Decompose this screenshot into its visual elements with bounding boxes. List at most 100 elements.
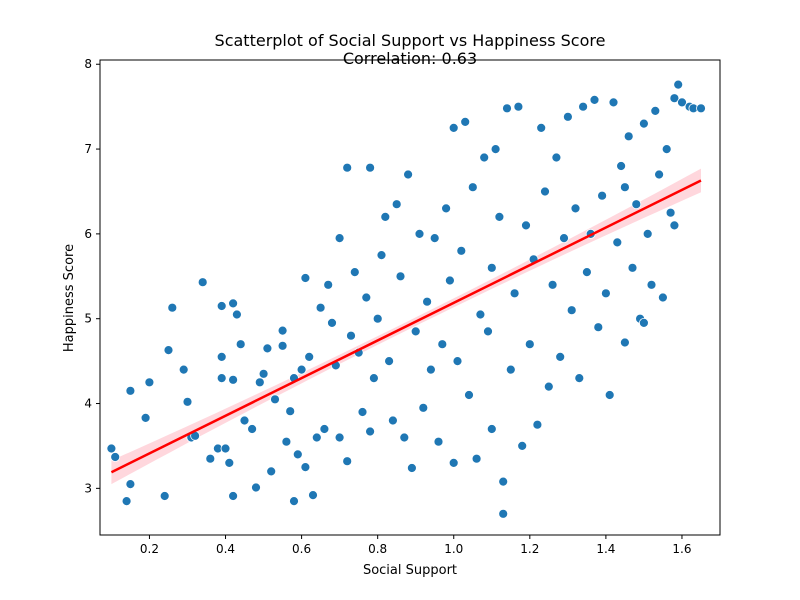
data-point [205, 453, 216, 464]
data-point [665, 207, 676, 218]
data-point [292, 449, 303, 460]
axes-frame [99, 59, 721, 536]
data-point [334, 233, 345, 244]
data-point [620, 182, 630, 193]
data-point [357, 407, 368, 417]
data-point [365, 162, 376, 173]
data-point [582, 267, 592, 278]
data-point [570, 203, 581, 214]
x-tick-label: 1.2 [520, 542, 539, 556]
data-point [483, 326, 493, 337]
data-point [578, 101, 588, 112]
chart-subtitle: Correlation: 0.63 [343, 49, 477, 68]
y-axis-label: Happiness Score [62, 244, 77, 352]
data-point [464, 390, 474, 400]
data-point [460, 117, 471, 127]
data-point [509, 288, 520, 299]
data-point [228, 298, 239, 309]
data-point [277, 340, 288, 351]
points-layer [106, 79, 706, 519]
data-point [247, 424, 258, 434]
data-point [289, 496, 299, 507]
data-point [650, 106, 661, 116]
data-point [349, 267, 360, 278]
data-point [631, 199, 642, 210]
data-point [669, 220, 680, 231]
data-point [601, 288, 611, 299]
data-point [182, 396, 193, 407]
data-point [642, 228, 653, 239]
data-point [448, 457, 459, 468]
y-ticks-layer: 3 4 5 6 7 8 [84, 57, 100, 495]
data-point [521, 220, 531, 231]
data-point [498, 476, 509, 487]
data-point [216, 301, 227, 311]
data-point [471, 453, 482, 464]
data-point [612, 237, 623, 248]
y-tick-label: 7 [84, 142, 92, 156]
data-point [270, 394, 280, 405]
y-tick-label: 3 [84, 481, 92, 495]
data-point [414, 228, 425, 239]
data-point [479, 152, 490, 163]
data-point [403, 169, 414, 180]
data-point [627, 262, 638, 273]
data-point [319, 424, 330, 434]
data-point [559, 233, 569, 244]
data-point [555, 351, 566, 362]
data-point [517, 440, 528, 451]
x-axis-label: Social Support [363, 563, 457, 578]
data-point [551, 152, 562, 163]
data-point [475, 309, 486, 320]
data-point [654, 169, 664, 180]
data-point [536, 123, 547, 133]
data-point [422, 296, 433, 307]
data-point [106, 443, 117, 454]
data-point [406, 463, 417, 473]
data-point [566, 305, 577, 316]
data-point [163, 345, 174, 356]
data-point [159, 491, 170, 501]
x-tick-label: 1.0 [444, 542, 463, 556]
data-point [540, 186, 550, 197]
data-point [498, 508, 509, 519]
data-point [125, 385, 136, 396]
data-point [563, 111, 573, 122]
data-point [639, 118, 649, 129]
data-point [444, 275, 455, 286]
data-point [673, 79, 684, 90]
data-point [311, 432, 322, 443]
data-point [262, 343, 273, 354]
y-tick-label: 5 [84, 312, 92, 326]
data-point [543, 381, 554, 392]
data-point [387, 415, 398, 426]
data-point [216, 351, 227, 362]
data-point [368, 373, 379, 384]
data-point [300, 462, 311, 473]
data-point [266, 466, 277, 477]
x-tick-label: 0.6 [292, 542, 311, 556]
data-point [121, 496, 132, 507]
data-point [696, 103, 706, 114]
data-point [144, 377, 155, 388]
data-point [391, 199, 402, 210]
data-point [486, 424, 497, 434]
data-point [441, 203, 452, 214]
data-point [372, 313, 383, 324]
data-point [608, 97, 619, 108]
regression-line [110, 179, 702, 474]
data-point [224, 457, 235, 468]
data-point [437, 339, 448, 350]
data-point [410, 326, 421, 337]
data-point [524, 339, 535, 350]
data-point [235, 339, 246, 350]
data-point [425, 364, 436, 375]
data-point [281, 436, 292, 447]
data-point [140, 412, 151, 423]
data-point [399, 432, 410, 443]
data-point [228, 374, 239, 385]
data-point [231, 309, 242, 320]
data-point [623, 131, 634, 142]
data-point [620, 337, 630, 348]
